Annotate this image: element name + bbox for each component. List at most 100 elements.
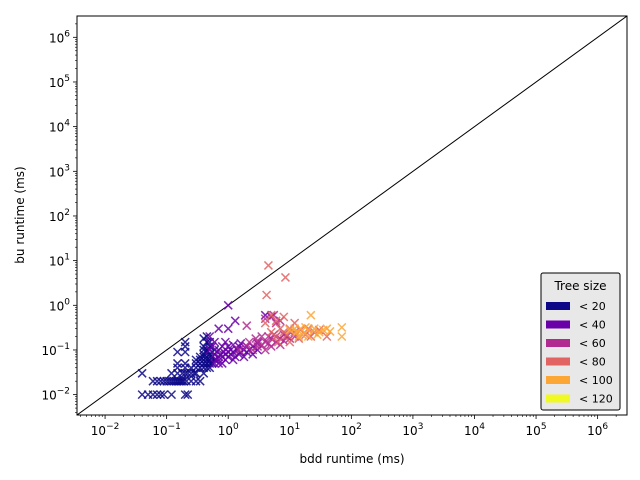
- data-point: [279, 312, 289, 322]
- data-point: [271, 331, 281, 342]
- legend-swatch: [546, 302, 570, 310]
- x-tick-label: 104: [464, 422, 485, 438]
- data-point: [223, 324, 233, 334]
- data-point: [306, 310, 316, 320]
- legend-swatch: [546, 394, 570, 403]
- data-point: [282, 330, 292, 340]
- data-point: [195, 376, 205, 386]
- y-tick-label: 100: [49, 297, 70, 313]
- legend: Tree size < 20 < 40 < 60 < 80 < 100 < 120: [540, 272, 621, 411]
- legend-swatch: [546, 357, 570, 366]
- x-tick-label: 101: [279, 422, 300, 438]
- x-tick-label: 103: [402, 422, 423, 438]
- data-point: [180, 337, 190, 347]
- data-point: [285, 337, 295, 347]
- data-point: [260, 318, 270, 328]
- x-tick-label: 105: [526, 422, 547, 438]
- data-point: [325, 326, 335, 336]
- data-point: [159, 390, 169, 400]
- y-tick-label: 106: [49, 29, 70, 45]
- data-point: [183, 390, 193, 400]
- data-point: [202, 331, 212, 342]
- legend-swatch: [546, 376, 570, 384]
- data-point: [214, 324, 224, 334]
- data-point: [183, 368, 193, 378]
- data-point: [172, 358, 183, 368]
- data-point: [337, 331, 347, 342]
- y-tick-label: 103: [49, 163, 70, 179]
- x-axis: 10−2 10−1 100 101 102 103 104 105 106: [80, 415, 617, 438]
- data-point: [271, 318, 281, 328]
- data-point: [322, 331, 332, 342]
- data-point: [152, 376, 162, 386]
- data-point: [337, 322, 347, 332]
- legend-label: < 20: [579, 300, 606, 313]
- legend-label: < 100: [579, 374, 613, 387]
- data-point: [148, 376, 158, 386]
- data-point: [180, 390, 190, 400]
- x-tick-label: 106: [587, 422, 608, 438]
- data-point: [242, 321, 252, 331]
- data-point: [262, 290, 272, 300]
- data-point: [230, 316, 240, 326]
- data-point: [148, 390, 158, 400]
- data-point: [166, 390, 177, 400]
- y-tick-label: 102: [49, 208, 70, 224]
- x-tick-label: 10−2: [91, 422, 120, 438]
- data-point: [239, 352, 249, 362]
- data-point: [263, 260, 273, 270]
- y-tick-label: 10−1: [41, 342, 70, 358]
- data-point: [152, 390, 162, 400]
- data-point: [234, 345, 244, 355]
- x-tick-label: 102: [341, 422, 362, 438]
- y-axis: 10−2 10−1 100 101 102 103 104 105 106: [41, 23, 77, 413]
- data-point: [156, 390, 166, 400]
- legend-label: < 80: [579, 356, 606, 369]
- data-point: [210, 349, 220, 359]
- data-point: [191, 355, 201, 365]
- plot-frame: [76, 15, 628, 416]
- data-point: [248, 345, 258, 355]
- data-point: [199, 341, 209, 351]
- y-tick-label: 101: [49, 253, 70, 269]
- legend-swatch: [546, 339, 570, 347]
- legend-swatch: [546, 320, 570, 329]
- legend-label: < 40: [579, 319, 606, 332]
- series-4: [285, 310, 347, 342]
- data-point: [236, 338, 246, 348]
- data-point: [260, 345, 270, 355]
- x-tick-label: 100: [218, 422, 239, 438]
- y-axis-label: bu runtime (ms): [13, 166, 27, 263]
- data-point: [191, 376, 201, 386]
- data-point: [312, 330, 322, 340]
- data-point: [242, 341, 252, 351]
- data-point: [251, 334, 261, 344]
- data-point: [207, 341, 217, 351]
- data-point: [210, 337, 220, 347]
- data-point: [179, 376, 189, 386]
- data-point: [303, 331, 313, 342]
- data-point: [137, 368, 147, 378]
- legend-title: Tree size: [553, 279, 606, 293]
- data-point: [214, 358, 224, 368]
- data-point: [223, 300, 233, 310]
- legend-label: < 120: [579, 393, 613, 406]
- data-point: [280, 272, 290, 282]
- data-point: [273, 337, 283, 347]
- data-point: [271, 316, 281, 326]
- data-point: [220, 337, 230, 347]
- x-axis-label: bdd runtime (ms): [299, 452, 404, 466]
- data-point: [294, 331, 304, 342]
- data-point: [285, 325, 295, 335]
- data-point: [244, 337, 254, 347]
- data-point: [306, 331, 316, 342]
- data-point: [172, 347, 183, 357]
- y-tick-label: 105: [49, 74, 70, 90]
- data-point: [180, 358, 190, 368]
- y-tick-label: 104: [49, 119, 70, 135]
- legend-label: < 60: [579, 337, 606, 350]
- plot-area: [76, 15, 628, 416]
- x-tick-label: 10−1: [152, 422, 181, 438]
